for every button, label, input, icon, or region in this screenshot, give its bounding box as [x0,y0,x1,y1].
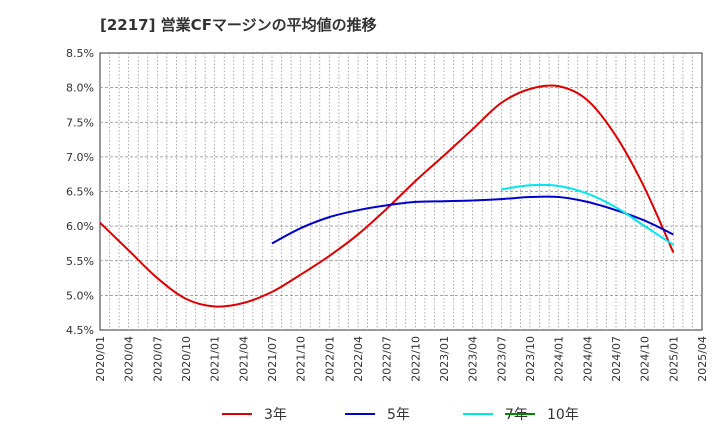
x-tick-label: 2023/07 [495,336,508,382]
x-tick-label: 2020/10 [180,336,193,382]
series-line-3年 [99,84,675,308]
y-tick-label: 5.0% [66,289,94,302]
x-tick-label: 2020/01 [94,336,107,382]
x-tick-label: 2021/01 [209,336,222,382]
legend-label-10年: 10年 [547,407,579,423]
x-tick-label: 2024/04 [581,336,594,382]
x-tick-label: 2021/07 [266,336,279,382]
series-line-7年 [501,183,674,246]
x-tick-label: 2023/01 [438,336,451,382]
y-tick-label: 5.5% [66,255,94,268]
x-tick-label: 2023/04 [467,336,480,382]
x-tick-label: 2021/10 [295,336,308,382]
x-tick-label: 2022/07 [381,336,394,382]
x-tick-label: 2022/01 [323,336,336,382]
y-tick-label: 7.5% [66,116,94,129]
y-tick-label: 7.0% [66,151,94,164]
x-tick-label: 2022/04 [352,336,365,382]
chart-title: [2217] 営業CFマージンの平均値の推移 [100,16,377,34]
y-tick-label: 8.0% [66,82,94,95]
y-tick-label: 6.0% [66,220,94,233]
x-tick-label: 2021/04 [237,336,250,382]
x-tick-label: 2022/10 [409,336,422,382]
y-tick-label: 4.5% [66,324,94,337]
y-tick-label: 6.5% [66,186,94,199]
legend-label-5年: 5年 [387,407,410,423]
x-tick-label: 2025/01 [667,336,680,382]
x-tick-label: 2020/07 [151,336,164,382]
legend: 3年5年7年10年 [222,407,579,423]
x-tick-label: 2024/01 [553,336,566,382]
series-lines [99,84,675,308]
x-tick-label: 2025/04 [696,336,709,382]
y-axis-ticks: 4.5% 5.0% 5.5% 6.0% 6.5% 7.0% 7.5% 8.0% 8.5% [66,47,94,337]
x-tick-label: 2024/07 [610,336,623,382]
series-line-5年 [271,195,674,245]
legend-label-3年: 3年 [264,407,287,423]
x-tick-label: 2023/10 [524,336,537,382]
x-tick-label: 2020/04 [123,336,136,382]
x-tick-label: 2024/10 [639,336,652,382]
x-axis-ticks: 2020/01 2020/04 2020/07 2020/10 2021/01 2021/… [94,336,709,382]
y-tick-label: 8.5% [66,47,94,60]
